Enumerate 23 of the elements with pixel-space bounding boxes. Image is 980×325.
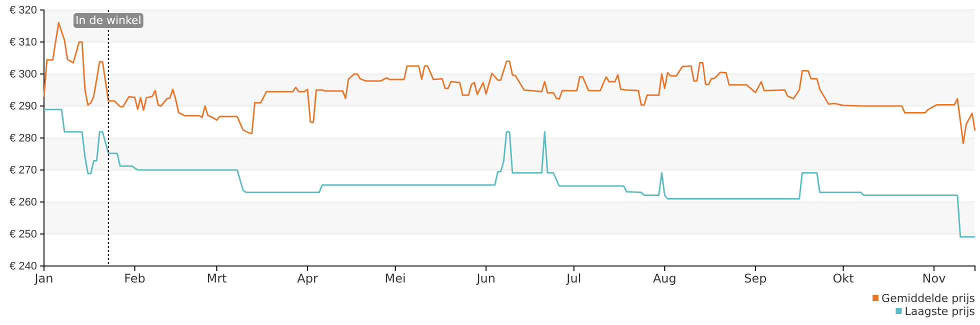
x-tick-label: Jun bbox=[476, 272, 496, 286]
y-tick-label: € 270 bbox=[9, 164, 37, 177]
y-tick-label: € 280 bbox=[9, 132, 37, 145]
ref-line-label: In de winkel bbox=[76, 14, 142, 27]
y-tick-label: € 240 bbox=[9, 260, 37, 273]
y-tick-label: € 310 bbox=[9, 36, 37, 49]
y-tick-label: € 320 bbox=[9, 4, 37, 17]
legend-label: Laagste prijs bbox=[904, 305, 976, 318]
y-tick-label: € 300 bbox=[9, 68, 37, 81]
y-tick-label: € 290 bbox=[9, 100, 37, 113]
x-tick-label: Jan bbox=[34, 272, 54, 286]
x-tick-label: Mrt bbox=[206, 272, 228, 286]
x-tick-label: Nov bbox=[922, 272, 946, 286]
x-tick-label: Jul bbox=[566, 272, 582, 286]
x-tick-label: Feb bbox=[124, 272, 146, 286]
y-tick-label: € 260 bbox=[9, 196, 37, 209]
x-tick-label: Aug bbox=[652, 272, 676, 286]
x-tick-label: Okt bbox=[832, 272, 854, 286]
legend-label: Gemiddelde prijs bbox=[882, 292, 976, 305]
y-tick-label: € 250 bbox=[9, 228, 37, 241]
x-tick-label: Sep bbox=[744, 272, 767, 286]
x-tick-label: Apr bbox=[297, 272, 318, 286]
x-tick-label: Mei bbox=[384, 272, 406, 286]
